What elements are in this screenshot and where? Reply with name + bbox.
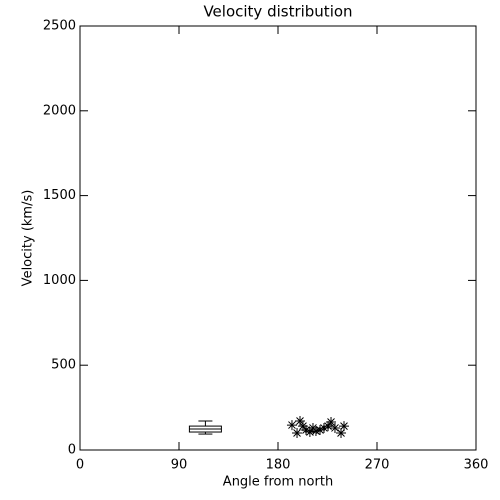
point: [310, 426, 321, 437]
point: [297, 421, 308, 432]
point: [292, 428, 303, 439]
x-tick-label: 360: [464, 458, 489, 473]
y-tick-label: 1000: [43, 273, 76, 288]
x-tick-label: 270: [365, 458, 390, 473]
y-axis-label: Velocity (km/s): [21, 190, 36, 287]
point: [339, 421, 349, 432]
point: [323, 421, 334, 432]
point: [304, 427, 315, 438]
y-tick-label: 0: [68, 443, 76, 458]
point: [326, 417, 337, 428]
y-tick-label: 2000: [43, 103, 76, 118]
y-tick-label: 2500: [43, 19, 76, 34]
point: [329, 422, 340, 433]
chart-title: Velocity distribution: [203, 3, 352, 21]
point: [301, 424, 312, 435]
x-tick-label: 180: [266, 458, 291, 473]
point: [295, 415, 305, 426]
x-tick-label: 90: [171, 458, 188, 473]
point: [336, 428, 347, 439]
y-tick-label: 500: [51, 358, 76, 373]
point: [315, 424, 326, 435]
y-tick-label: 1500: [43, 188, 76, 203]
x-tick-label: 0: [76, 458, 84, 473]
point: [318, 422, 329, 433]
point: [286, 420, 297, 431]
x-axis-label: Angle from north: [223, 475, 333, 490]
